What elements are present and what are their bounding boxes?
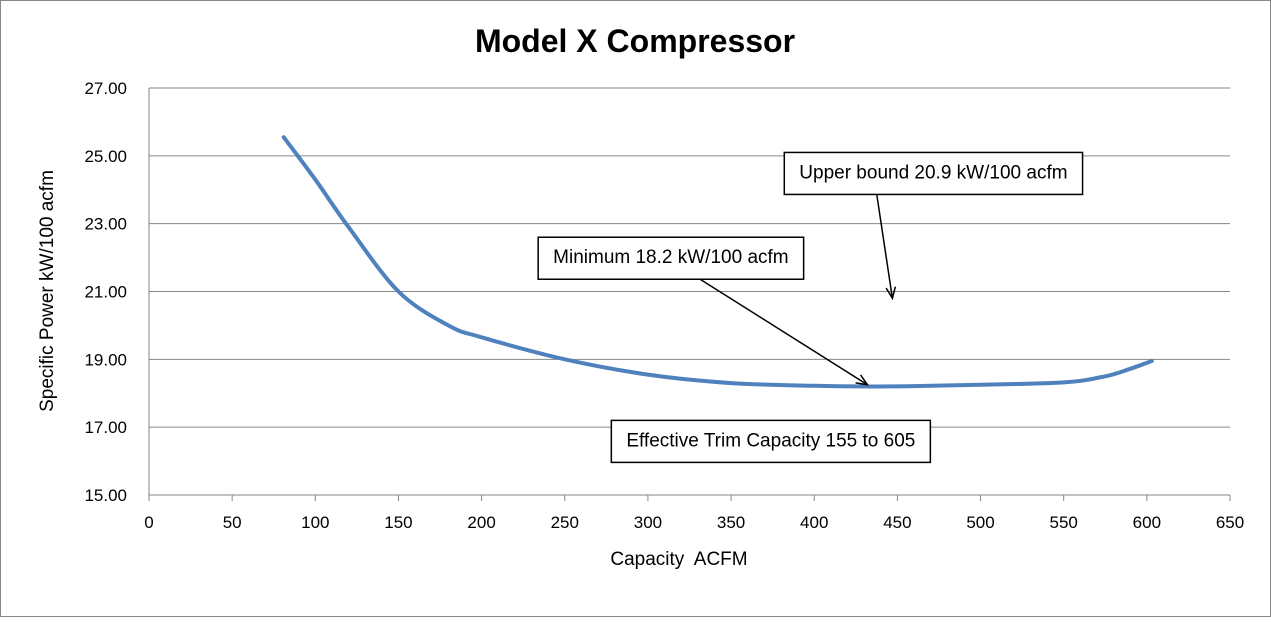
axes: [148, 88, 1231, 501]
x-tick-label: 200: [467, 513, 495, 532]
y-axis-label: Specific Power kW/100 acfm: [37, 170, 58, 412]
x-tick-label: 350: [717, 513, 745, 532]
annotation-upper-arrow: [876, 194, 894, 299]
x-tick-label: 550: [1050, 513, 1078, 532]
x-tick-label: 0: [144, 513, 153, 532]
y-tick-label: 25.00: [84, 147, 127, 166]
x-tick-label: 400: [800, 513, 828, 532]
annotation-min-arrowhead: [855, 374, 870, 386]
gridlines: [149, 87, 1230, 428]
x-tick-label: 150: [384, 513, 412, 532]
annotation-upper-text: Upper bound 20.9 kW/100 acfm: [799, 162, 1067, 183]
x-tick-label: 250: [551, 513, 579, 532]
x-tick-labels: 0 50 100 150 200 250 300 350 400 450 500 550 600 650: [144, 513, 1244, 532]
y-tick-label: 17.00: [84, 418, 127, 437]
x-axis-label: Capacity ACFM: [610, 549, 747, 570]
annotation-min-arrow: [699, 278, 868, 386]
x-tick-label: 500: [966, 513, 994, 532]
y-tick-label: 15.00: [84, 486, 127, 505]
y-tick-labels: 15.00 17.00 19.00 21.00 23.00 25.00 27.00: [84, 79, 127, 505]
annotations: Upper bound 20.9 kW/100 acfm Minimum 18.2…: [537, 151, 1084, 464]
series-line: [281, 135, 1154, 389]
annotation-min-box: [537, 236, 805, 280]
y-tick-label: 21.00: [84, 283, 127, 302]
annotation-min-text: Minimum 18.2 kW/100 acfm: [553, 247, 788, 268]
y-tick-label: 23.00: [84, 215, 127, 234]
x-tick-label: 600: [1133, 513, 1161, 532]
y-tick-label: 27.00: [84, 79, 127, 98]
x-tick-label: 650: [1216, 513, 1244, 532]
annotation-trim-text: Effective Trim Capacity 155 to 605: [626, 430, 915, 451]
annotation-upper-arrowhead: [885, 286, 897, 301]
annotation-upper-box: [783, 151, 1084, 196]
x-tick-label: 450: [883, 513, 911, 532]
annotation-trim-box: [610, 419, 932, 464]
series-group: [281, 135, 1154, 389]
x-tick-label: 300: [634, 513, 662, 532]
chart-title: Model X Compressor: [475, 23, 795, 59]
x-tick-label: 50: [223, 513, 242, 532]
y-tick-label: 19.00: [84, 350, 127, 369]
x-tick-label: 100: [301, 513, 329, 532]
